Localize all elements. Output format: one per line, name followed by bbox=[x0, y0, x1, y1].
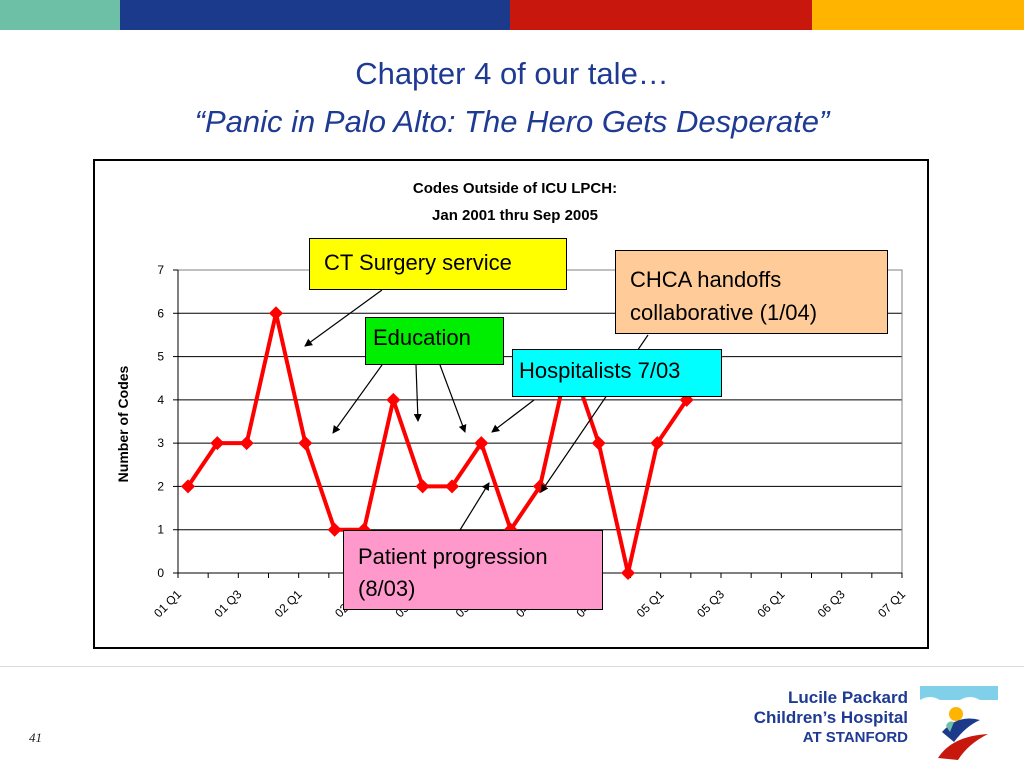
patient-progression-text-line2: (8/03) bbox=[358, 576, 416, 601]
logo-line3: AT STANFORD bbox=[802, 729, 908, 746]
education-arrow-3 bbox=[439, 364, 467, 433]
footer-divider bbox=[0, 666, 1024, 667]
data-point bbox=[298, 436, 313, 451]
data-point bbox=[650, 436, 665, 451]
hospitalists-arrow bbox=[491, 399, 535, 433]
top-color-bar bbox=[0, 0, 1024, 30]
hospitalists-callout: Hospitalists 7/03 bbox=[512, 349, 722, 397]
data-point bbox=[269, 306, 283, 321]
hospital-logo-icon bbox=[920, 686, 998, 760]
chart-frame: Codes Outside of ICU LPCH: Jan 2001 thru… bbox=[93, 159, 929, 649]
patient-progression-text-line1: Patient progression bbox=[358, 544, 548, 569]
data-point bbox=[474, 436, 489, 451]
data-point bbox=[327, 522, 342, 537]
y-tick-label: 6 bbox=[157, 306, 164, 320]
teal-bar-segment bbox=[0, 0, 120, 30]
y-tick-label: 4 bbox=[157, 393, 164, 407]
data-point bbox=[386, 392, 401, 407]
line-chart: Codes Outside of ICU LPCH: Jan 2001 thru… bbox=[115, 180, 908, 620]
y-tick-label: 3 bbox=[157, 436, 164, 450]
y-tick-label: 2 bbox=[157, 479, 164, 493]
data-point bbox=[621, 566, 635, 580]
slide-title-line2: “Panic in Palo Alto: The Hero Gets Despe… bbox=[194, 104, 830, 139]
education-callout: Education bbox=[365, 317, 504, 365]
red-bar-segment bbox=[510, 0, 812, 30]
logo-line1: Lucile Packard bbox=[787, 688, 908, 707]
y-tick-label: 1 bbox=[157, 523, 164, 537]
hospital-logo-text: Lucile Packard Children’s Hospital AT ST… bbox=[748, 688, 908, 748]
y-tick-label: 7 bbox=[157, 263, 164, 277]
y-axis-label: Number of Codes bbox=[115, 365, 131, 482]
chca-text-line1: CHCA handoffs bbox=[630, 267, 782, 292]
data-point bbox=[591, 436, 606, 451]
ct-surgery-callout: CT Surgery service bbox=[309, 238, 567, 290]
yellow-bar-segment bbox=[812, 0, 1024, 30]
data-point bbox=[239, 436, 254, 451]
education-arrow-2 bbox=[413, 364, 422, 422]
chart-subtitle: Jan 2001 thru Sep 2005 bbox=[432, 207, 598, 224]
data-point bbox=[415, 479, 430, 494]
chart-title: Codes Outside of ICU LPCH: bbox=[413, 180, 617, 197]
blue-bar-segment bbox=[120, 0, 510, 30]
patient-progression-callout: Patient progression (8/03) bbox=[343, 530, 603, 610]
slide-title-line1: Chapter 4 of our tale… bbox=[355, 56, 669, 91]
data-point bbox=[210, 436, 225, 451]
ct-surgery-arrow bbox=[304, 289, 383, 347]
ct-surgery-text: CT Surgery service bbox=[324, 250, 512, 275]
education-arrow-1 bbox=[332, 364, 383, 434]
patient-progression-arrow bbox=[459, 482, 490, 531]
data-point bbox=[181, 479, 195, 494]
page-number: 41 bbox=[29, 730, 42, 745]
education-text: Education bbox=[373, 325, 471, 350]
data-point bbox=[445, 479, 459, 494]
y-tick-label: 0 bbox=[157, 566, 164, 580]
chca-callout: CHCA handoffs collaborative (1/04) bbox=[615, 250, 888, 334]
y-tick-label: 5 bbox=[157, 350, 164, 364]
hospitalists-text: Hospitalists 7/03 bbox=[519, 358, 681, 383]
logo-line2: Children’s Hospital bbox=[753, 708, 908, 727]
chca-text-line2: collaborative (1/04) bbox=[630, 300, 818, 325]
